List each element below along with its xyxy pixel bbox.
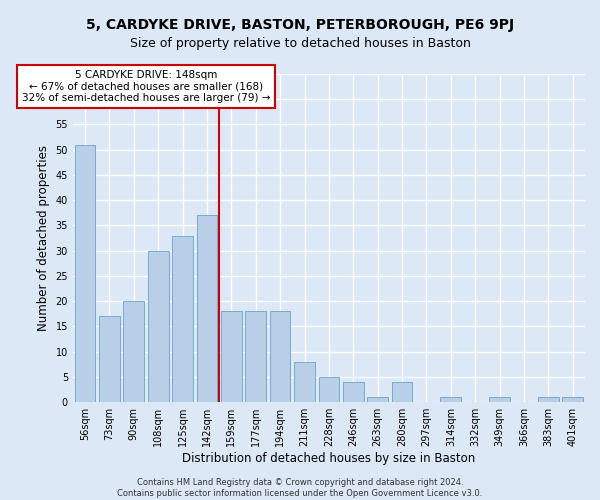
Bar — [562, 397, 583, 402]
Bar — [245, 312, 266, 402]
Bar — [197, 216, 217, 402]
Bar — [270, 312, 290, 402]
Y-axis label: Number of detached properties: Number of detached properties — [37, 145, 50, 331]
Bar — [74, 144, 95, 402]
Bar — [148, 250, 169, 402]
Bar — [172, 236, 193, 402]
Text: Size of property relative to detached houses in Baston: Size of property relative to detached ho… — [130, 38, 470, 51]
Bar — [343, 382, 364, 402]
Text: 5 CARDYKE DRIVE: 148sqm
← 67% of detached houses are smaller (168)
32% of semi-d: 5 CARDYKE DRIVE: 148sqm ← 67% of detache… — [22, 70, 270, 103]
Text: 5, CARDYKE DRIVE, BASTON, PETERBOROUGH, PE6 9PJ: 5, CARDYKE DRIVE, BASTON, PETERBOROUGH, … — [86, 18, 514, 32]
Bar — [221, 312, 242, 402]
Bar — [294, 362, 315, 402]
Bar — [440, 397, 461, 402]
Bar — [319, 377, 339, 402]
Bar — [124, 301, 144, 402]
Bar — [392, 382, 412, 402]
Bar — [489, 397, 510, 402]
X-axis label: Distribution of detached houses by size in Baston: Distribution of detached houses by size … — [182, 452, 476, 465]
Bar — [538, 397, 559, 402]
Bar — [99, 316, 120, 402]
Text: Contains HM Land Registry data © Crown copyright and database right 2024.
Contai: Contains HM Land Registry data © Crown c… — [118, 478, 482, 498]
Bar — [367, 397, 388, 402]
